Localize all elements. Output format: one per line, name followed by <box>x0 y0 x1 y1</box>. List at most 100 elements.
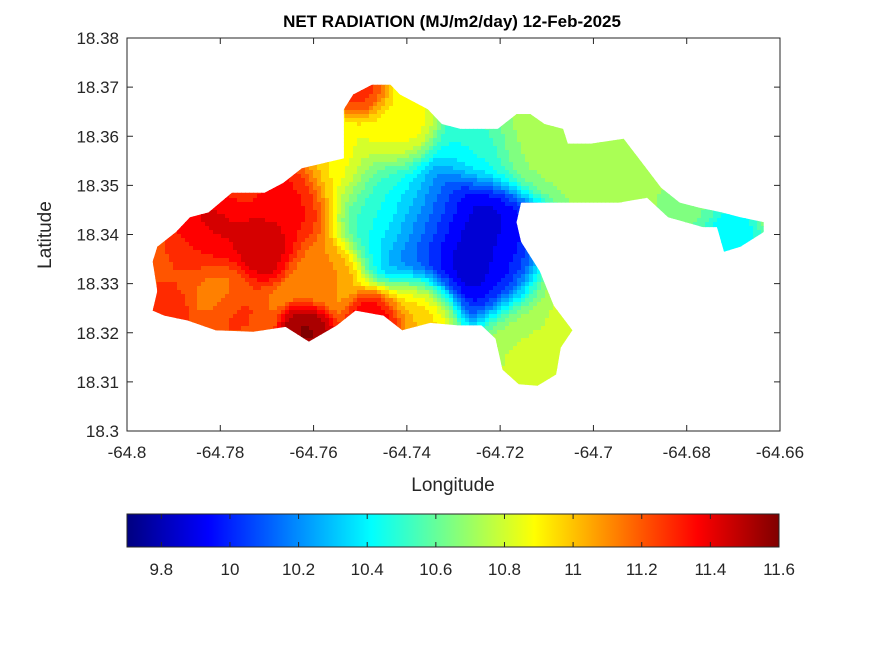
heat-cell <box>405 194 410 199</box>
heat-cell <box>417 110 422 115</box>
heat-cell <box>401 154 406 159</box>
heat-cell <box>553 130 558 135</box>
heat-cell <box>393 130 398 135</box>
heat-cell <box>437 130 442 135</box>
heat-cell <box>381 158 386 163</box>
heat-cell <box>337 162 342 167</box>
heat-cell <box>489 190 494 195</box>
heat-cell <box>353 170 358 175</box>
heat-cell <box>473 134 478 139</box>
heat-cell <box>349 190 354 195</box>
heat-cell <box>505 190 510 195</box>
heat-cell <box>429 150 434 155</box>
heat-cell <box>253 194 258 199</box>
heat-cell <box>573 142 578 147</box>
heat-cell <box>349 186 354 191</box>
heat-cell <box>529 178 534 183</box>
heat-cell <box>517 154 522 159</box>
heat-cell <box>525 146 530 151</box>
heat-cell <box>333 170 338 175</box>
heat-cell <box>389 186 394 191</box>
heat-cell <box>497 186 502 191</box>
heat-cell <box>345 162 350 167</box>
heat-cell <box>481 170 486 175</box>
heat-cell <box>601 190 606 195</box>
heat-cell <box>641 174 646 179</box>
heat-cell <box>645 174 650 179</box>
heat-cell <box>385 174 390 179</box>
heat-cell <box>589 166 594 171</box>
heat-cell <box>545 186 550 191</box>
heat-cell <box>397 122 402 127</box>
heat-cell <box>433 182 438 187</box>
heat-cell <box>365 138 370 143</box>
heat-cell <box>305 170 310 175</box>
heat-cell <box>473 146 478 151</box>
heat-cell <box>477 154 482 159</box>
heat-cell <box>493 186 498 191</box>
heat-cell <box>381 178 386 183</box>
heat-cell <box>349 114 354 119</box>
heat-cell <box>537 146 542 151</box>
heat-cell <box>429 194 434 199</box>
heat-cell <box>377 98 382 103</box>
heat-cell <box>373 146 378 151</box>
heat-cell <box>289 190 294 195</box>
heat-cell <box>601 154 606 159</box>
heat-cell <box>573 178 578 183</box>
heat-cell <box>361 174 366 179</box>
heat-cell <box>249 194 254 199</box>
heat-cell <box>621 174 626 179</box>
heat-cell <box>353 94 358 99</box>
heat-cell <box>477 158 482 163</box>
heat-cell <box>429 166 434 171</box>
heat-cell <box>393 170 398 175</box>
heat-cell <box>437 194 442 199</box>
heat-cell <box>505 146 510 151</box>
heat-cell <box>393 194 398 199</box>
heat-cell <box>357 190 362 195</box>
heat-cell <box>525 186 530 191</box>
heat-cell <box>333 190 338 195</box>
heat-cell <box>361 102 366 107</box>
heat-cell <box>581 154 586 159</box>
heat-cell <box>537 174 542 179</box>
heat-cell <box>409 142 414 147</box>
heat-cell <box>533 134 538 139</box>
heat-cell <box>301 166 306 171</box>
heat-cell <box>345 102 350 107</box>
heat-cell <box>385 186 390 191</box>
heat-cell <box>373 98 378 103</box>
heat-cell <box>361 106 366 111</box>
heat-cell <box>541 146 546 151</box>
heat-cell <box>469 178 474 183</box>
heat-cell <box>333 166 338 171</box>
heat-cell <box>317 186 322 191</box>
heat-cell <box>489 186 494 191</box>
heat-cell <box>569 154 574 159</box>
heat-cell <box>397 118 402 123</box>
heat-cell <box>629 150 634 155</box>
heat-cell <box>341 162 346 167</box>
heat-cell <box>349 170 354 175</box>
heat-cell <box>565 190 570 195</box>
heat-cell <box>433 118 438 123</box>
heat-cell <box>465 158 470 163</box>
heat-cell <box>401 174 406 179</box>
heat-cell <box>465 186 470 191</box>
heat-cell <box>509 126 514 131</box>
heat-cell <box>369 90 374 95</box>
heat-cell <box>621 190 626 195</box>
heat-cell <box>633 154 638 159</box>
heat-cell <box>525 182 530 187</box>
heat-cell <box>453 154 458 159</box>
heat-cell <box>277 190 282 195</box>
heat-cell <box>609 162 614 167</box>
heat-cell <box>357 106 362 111</box>
heat-cell <box>461 170 466 175</box>
heat-cell <box>605 174 610 179</box>
heat-cell <box>649 174 654 179</box>
heat-cell <box>553 186 558 191</box>
heat-cell <box>297 190 302 195</box>
heat-cell <box>369 98 374 103</box>
